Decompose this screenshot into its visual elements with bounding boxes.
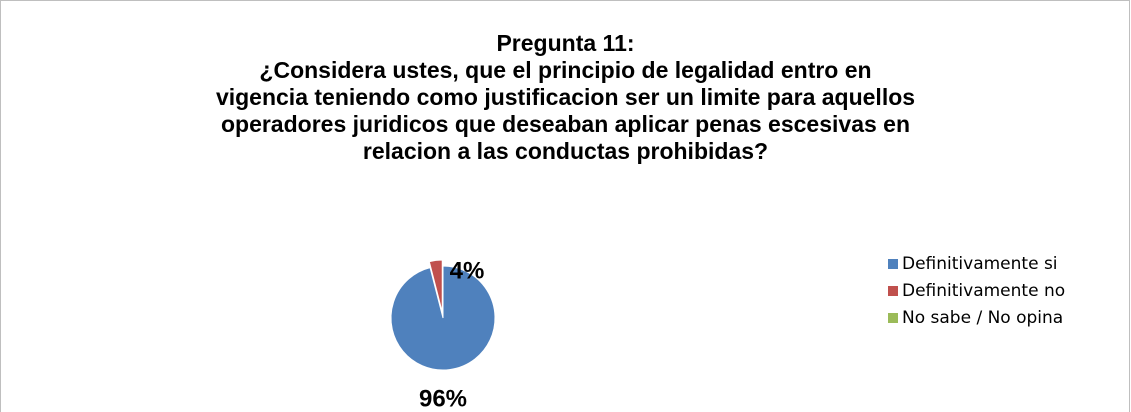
- legend-swatch: [888, 286, 898, 296]
- legend-swatch: [888, 259, 898, 269]
- legend-swatch: [888, 313, 898, 323]
- chart-title: Pregunta 11: ¿Considera ustes, que el pr…: [215, 30, 916, 164]
- legend-label: Definitivamente si: [902, 254, 1058, 274]
- data-label: 4%: [450, 257, 485, 284]
- legend-label: Definitivamente no: [902, 281, 1065, 301]
- legend-label: No sabe / No opina: [902, 308, 1063, 328]
- data-label: 96%: [419, 385, 467, 412]
- pie-slice: [428, 259, 443, 313]
- pie-slice: [390, 265, 496, 371]
